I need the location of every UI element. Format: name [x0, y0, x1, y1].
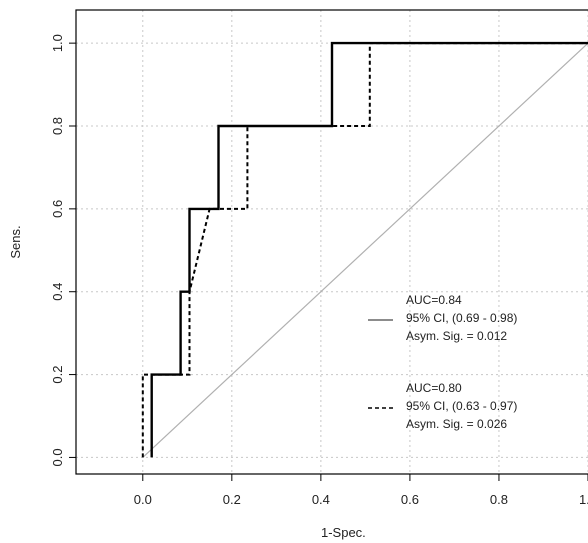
legend-dashed-sig: Asym. Sig. = 0.026: [406, 417, 507, 431]
plot-frame: [75, 9, 588, 475]
legend-solid-sig: Asym. Sig. = 0.012: [406, 329, 507, 343]
series-dashed-line: [141, 42, 588, 458]
y-tick-label-1: 0.2: [50, 366, 65, 384]
legend-dashed-auc: AUC=0.80: [406, 381, 462, 395]
y-axis-title: Sens.: [8, 225, 23, 258]
x-tick-label-2: 0.4: [312, 492, 330, 507]
legend-dashed-ci: 95% CI, (0.63 - 0.97): [406, 399, 517, 413]
x-axis: 0.0 0.2 0.4 0.6 0.8 1.0: [134, 474, 588, 507]
series-solid-line: [150, 41, 588, 458]
y-tick-label-5: 1.0: [50, 34, 65, 52]
legend-solid-ci: 95% CI, (0.69 - 0.98): [406, 311, 517, 325]
x-tick-label-0: 0.0: [134, 492, 152, 507]
x-tick-label-4: 0.8: [490, 492, 508, 507]
reference-diagonal-line: [142, 42, 588, 458]
x-tick-label-1: 0.2: [223, 492, 241, 507]
x-axis-title: 1-Spec.: [321, 525, 366, 540]
x-tick-label-5: 1.0: [579, 492, 588, 507]
x-tick-label-3: 0.6: [401, 492, 419, 507]
legend: AUC=0.84 95% CI, (0.69 - 0.98) Asym. Sig…: [368, 293, 517, 431]
legend-solid-auc: AUC=0.84: [406, 293, 462, 307]
y-tick-label-4: 0.8: [50, 117, 65, 135]
y-tick-label-0: 0.0: [50, 448, 65, 466]
y-tick-label-2: 0.4: [50, 283, 65, 301]
y-axis: 0.0 0.2 0.4 0.6 0.8 1.0: [50, 34, 76, 466]
y-tick-label-3: 0.6: [50, 200, 65, 218]
